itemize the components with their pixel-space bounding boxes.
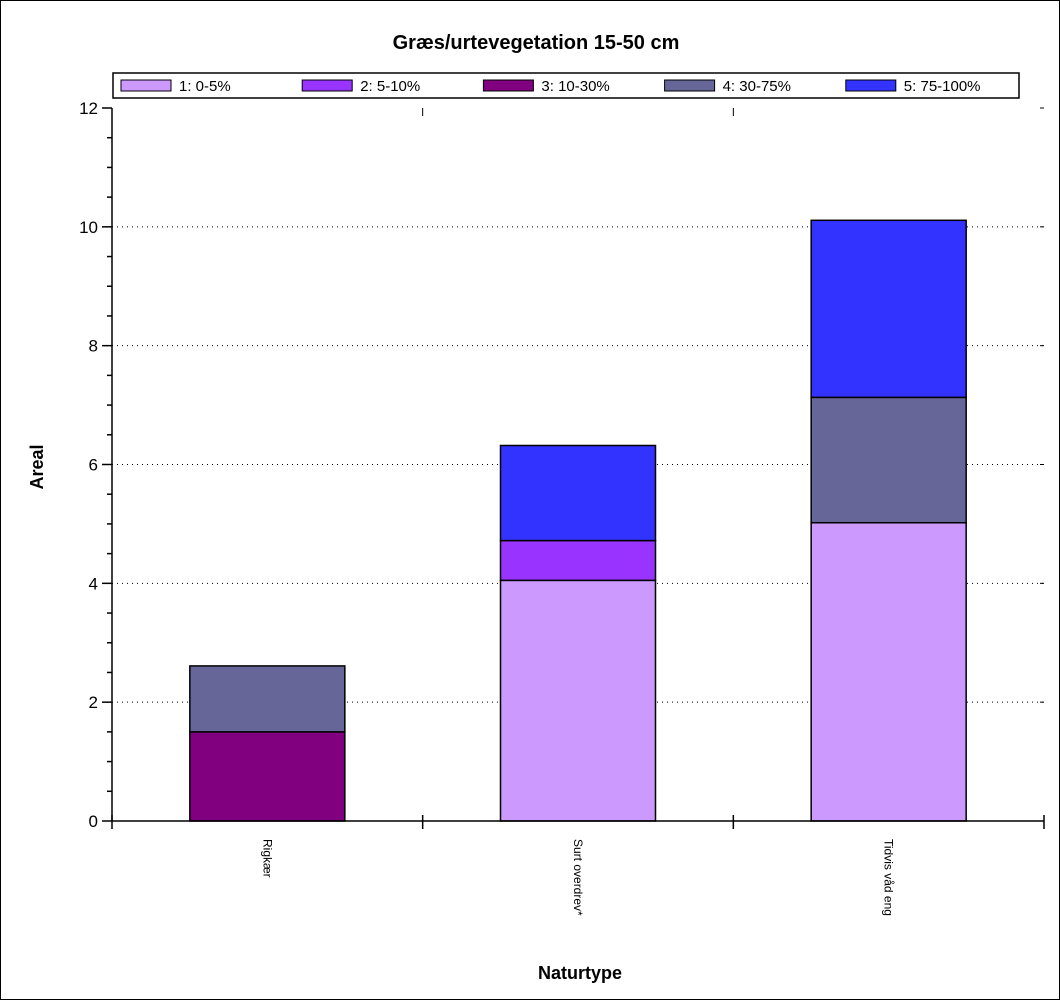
bar-segment bbox=[810, 521, 967, 822]
axes bbox=[102, 107, 1045, 829]
legend: 1: 0-5% 2: 5-10% 3: 10-30% 4: 30-75% 5: 75-1… bbox=[112, 72, 1020, 99]
legend-label: 5: 75-100% bbox=[904, 78, 981, 95]
y-tick-labels: 0 2 4 6 8 10 12 bbox=[79, 99, 98, 831]
legend-swatch bbox=[120, 79, 172, 92]
legend-label: 4: 30-75% bbox=[723, 78, 791, 95]
x-tick-label: Rigkær bbox=[260, 839, 274, 878]
y-tick-label: 4 bbox=[89, 574, 98, 593]
y-axis-title: Areal bbox=[27, 444, 47, 489]
legend-swatch bbox=[482, 79, 534, 92]
legend-label: 1: 0-5% bbox=[179, 78, 231, 95]
y-tick-label: 8 bbox=[89, 337, 98, 356]
y-tick-label: 6 bbox=[89, 456, 98, 475]
bars bbox=[189, 219, 967, 822]
y-tick-label: 0 bbox=[89, 812, 98, 831]
y-tick-label: 12 bbox=[79, 99, 98, 118]
y-tick-label: 2 bbox=[89, 693, 98, 712]
legend-swatch bbox=[845, 79, 897, 92]
legend-swatch bbox=[664, 79, 716, 92]
x-axis-title: Naturtype bbox=[538, 963, 622, 983]
x-tick-labels: Rigkær Surt overdrev* Tidvis våd eng bbox=[260, 839, 895, 916]
y-tick-label: 10 bbox=[79, 218, 98, 237]
x-tick-label: Surt overdrev* bbox=[571, 839, 585, 916]
bar-segment bbox=[499, 539, 657, 582]
bar-segment bbox=[810, 219, 967, 399]
chart-title: Græs/urtevegetation 15-50 cm bbox=[393, 32, 680, 54]
bar-segment bbox=[189, 665, 346, 733]
x-tick-label: Tidvis våd eng bbox=[882, 839, 896, 916]
bar-segment bbox=[499, 444, 657, 542]
bar-segment bbox=[499, 579, 657, 822]
legend-swatch bbox=[301, 79, 353, 92]
legend-label: 2: 5-10% bbox=[360, 78, 420, 95]
bar-segment bbox=[810, 396, 967, 524]
bar-segment bbox=[189, 731, 346, 822]
legend-label: 3: 10-30% bbox=[541, 78, 609, 95]
